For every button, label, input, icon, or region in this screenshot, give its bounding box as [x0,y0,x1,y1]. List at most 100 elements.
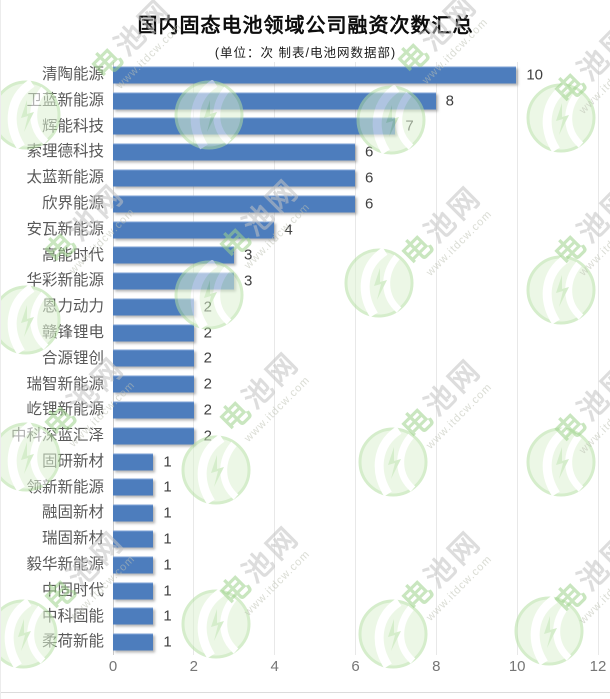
bar-row: 屹锂新能源 2 [1,397,597,423]
bar [113,92,436,110]
category-label: 合源锂创 [41,349,104,367]
bar-track: 1 [113,475,597,501]
gridline [274,62,276,655]
bar [113,633,154,651]
bar [113,272,234,290]
category-label: 瑞固新材 [41,530,104,548]
category-label: 中固时代 [41,581,104,599]
bar-row: 高能时代 3 [1,242,597,268]
x-tick-label: 2 [189,658,198,675]
category-label: 中科深蓝汇泽 [10,427,104,445]
chart-title: 国内固态电池领域公司融资次数汇总 [137,15,474,37]
category-label: 领新新能源 [26,478,104,496]
category-label: 恩力动力 [41,298,104,316]
value-label: 1 [163,504,172,522]
bar [113,478,154,496]
value-label: 6 [365,169,374,187]
bar-track: 2 [113,397,597,423]
bar-track: 8 [113,88,597,114]
value-label: 3 [244,272,253,290]
value-label: 2 [203,401,212,419]
x-tick-label: 0 [108,658,118,675]
bar-track: 1 [113,578,597,604]
value-label: 8 [445,92,454,110]
bar-track: 2 [113,294,597,320]
bar [113,195,355,213]
bar-track: 3 [113,268,597,294]
gridline [355,62,356,655]
value-label: 2 [203,349,212,367]
bar-track: 1 [113,526,597,552]
value-label: 6 [365,195,374,213]
bar [113,582,154,600]
category-label: 柔荷新能 [41,633,104,651]
x-tick-label: 8 [432,658,441,675]
bar-row: 欣界能源 6 [1,191,597,217]
bar [113,453,154,471]
value-label: 1 [163,453,172,471]
bar-rows: 清陶能源 10 卫蓝新能源 8 辉能科技 7 索理德科技 6 太蓝新能源 6 [1,62,597,655]
gridline [597,62,599,655]
bar-track: 6 [113,139,597,165]
value-label: 2 [203,427,212,445]
bar [113,246,234,264]
bar-row: 瑞智新能源 2 [1,371,597,397]
bar [113,143,355,161]
bar-row: 辉能科技 7 [1,114,597,140]
bar-row: 卫蓝新能源 8 [1,88,597,114]
bar-track: 1 [113,629,597,655]
category-label: 安瓦新能源 [26,220,104,238]
gridline [516,62,518,655]
bar-track: 2 [113,371,597,397]
value-label: 7 [405,117,414,135]
category-label: 索理德科技 [26,143,104,161]
bar [113,401,194,419]
category-label: 清陶能源 [41,66,104,84]
value-label: 1 [163,530,172,548]
value-label: 4 [284,221,293,239]
bar-row: 固研新材 1 [1,449,597,475]
bar-track: 1 [113,552,597,578]
bar [113,530,154,548]
bottom-border [1,692,610,693]
category-label: 固研新材 [41,452,104,470]
bar-row: 瑞固新材 1 [1,526,597,552]
value-label: 6 [365,143,374,161]
bar [113,66,517,84]
chart-subtitle: (单位：次 制表/电池网数据部) [214,46,397,60]
value-label: 1 [163,556,172,574]
bar-row: 毅华新能源 1 [1,552,597,578]
bar-track: 3 [113,242,597,268]
bar-track: 1 [113,500,597,526]
bar-row: 中科固能 1 [1,603,597,629]
bar [113,556,154,574]
x-axis: 0 2 4 6 8 10 12 [109,658,607,679]
bar [113,375,194,393]
bar-row: 安瓦新能源 4 [1,217,597,243]
bar-track: 10 [113,62,597,88]
value-label: 1 [163,633,172,651]
bar-row: 清陶能源 10 [1,62,597,88]
value-label: 1 [163,478,172,496]
category-label: 太蓝新能源 [26,169,104,187]
bar [113,504,154,522]
bar-row: 领新新能源 1 [1,475,597,501]
value-label: 2 [203,324,212,342]
value-label: 1 [163,607,172,625]
value-label: 2 [203,298,212,316]
category-label: 高能时代 [41,246,104,264]
bar-track: 6 [113,165,597,191]
bar-track: 7 [113,114,597,140]
category-label: 欣界能源 [41,195,104,213]
bar-row: 合源锂创 2 [1,346,597,372]
bar-row: 柔荷新能 1 [1,629,597,655]
bar [113,349,194,367]
category-label: 华彩新能源 [26,272,104,290]
value-label: 2 [203,375,212,393]
category-label: 赣锋锂电 [41,323,104,341]
category-label: 融固新材 [41,504,104,522]
bar [113,117,396,135]
bar-track: 2 [113,346,597,372]
bar-row: 索理德科技 6 [1,139,597,165]
